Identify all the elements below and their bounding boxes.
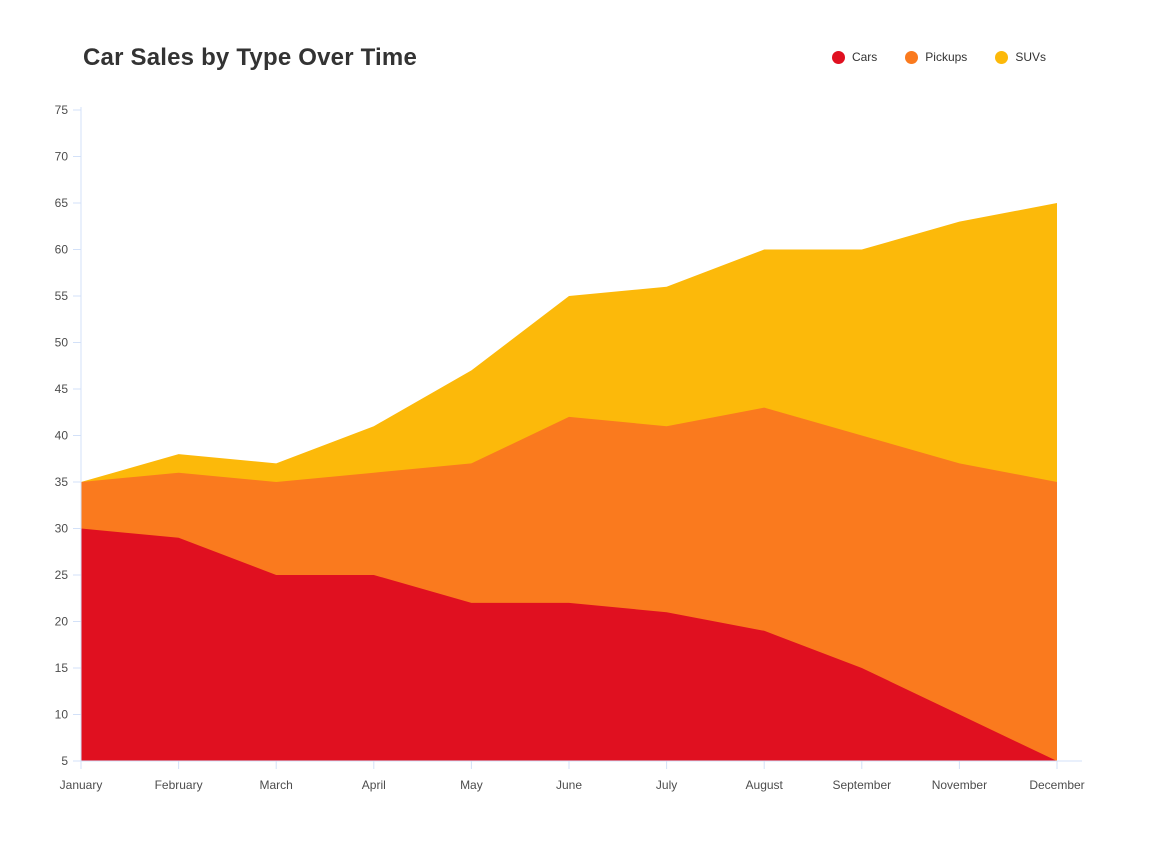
x-tick-label-may: May xyxy=(460,778,483,792)
x-tick-label-july: July xyxy=(656,778,677,792)
legend-label: SUVs xyxy=(1015,50,1046,64)
legend-item-pickups[interactable]: Pickups xyxy=(905,50,967,64)
x-tick-label-january: January xyxy=(60,778,103,792)
x-tick-label-june: June xyxy=(556,778,582,792)
y-tick-label: 25 xyxy=(55,568,69,582)
x-tick-label-april: April xyxy=(362,778,386,792)
y-tick-label: 60 xyxy=(55,243,69,257)
chart-legend: Cars Pickups SUVs xyxy=(831,50,1046,64)
x-tick-label-february: February xyxy=(155,778,203,792)
y-tick-label: 55 xyxy=(55,289,69,303)
area-series-cars[interactable] xyxy=(81,528,1057,762)
legend-item-cars[interactable]: Cars xyxy=(831,50,878,64)
y-tick-label: 10 xyxy=(55,708,69,722)
legend-swatch-pickups xyxy=(905,50,919,64)
y-tick-label: 40 xyxy=(55,429,69,443)
y-tick-label: 35 xyxy=(55,475,69,489)
y-tick-label: 65 xyxy=(55,196,69,210)
y-tick-label: 70 xyxy=(55,150,69,164)
y-tick-label: 45 xyxy=(55,382,69,396)
y-tick-label: 20 xyxy=(55,615,69,629)
y-tick-label: 15 xyxy=(55,661,69,675)
x-tick-label-december: December xyxy=(1029,778,1084,792)
legend-swatch-suvs xyxy=(995,50,1009,64)
legend-item-suvs[interactable]: SUVs xyxy=(995,50,1046,64)
y-tick-label: 50 xyxy=(55,336,69,350)
legend-label: Cars xyxy=(851,50,878,64)
y-tick-label: 75 xyxy=(55,103,69,117)
x-tick-label-march: March xyxy=(260,778,293,792)
legend-label: Pickups xyxy=(925,50,968,64)
x-tick-label-september: September xyxy=(832,778,891,792)
x-tick-label-november: November xyxy=(932,778,987,792)
x-tick-label-august: August xyxy=(746,778,784,792)
y-tick-label: 30 xyxy=(55,522,69,536)
legend-swatch-cars xyxy=(831,50,845,64)
chart-title: Car Sales by Type Over Time xyxy=(83,44,418,71)
y-tick-label: 5 xyxy=(61,754,68,768)
